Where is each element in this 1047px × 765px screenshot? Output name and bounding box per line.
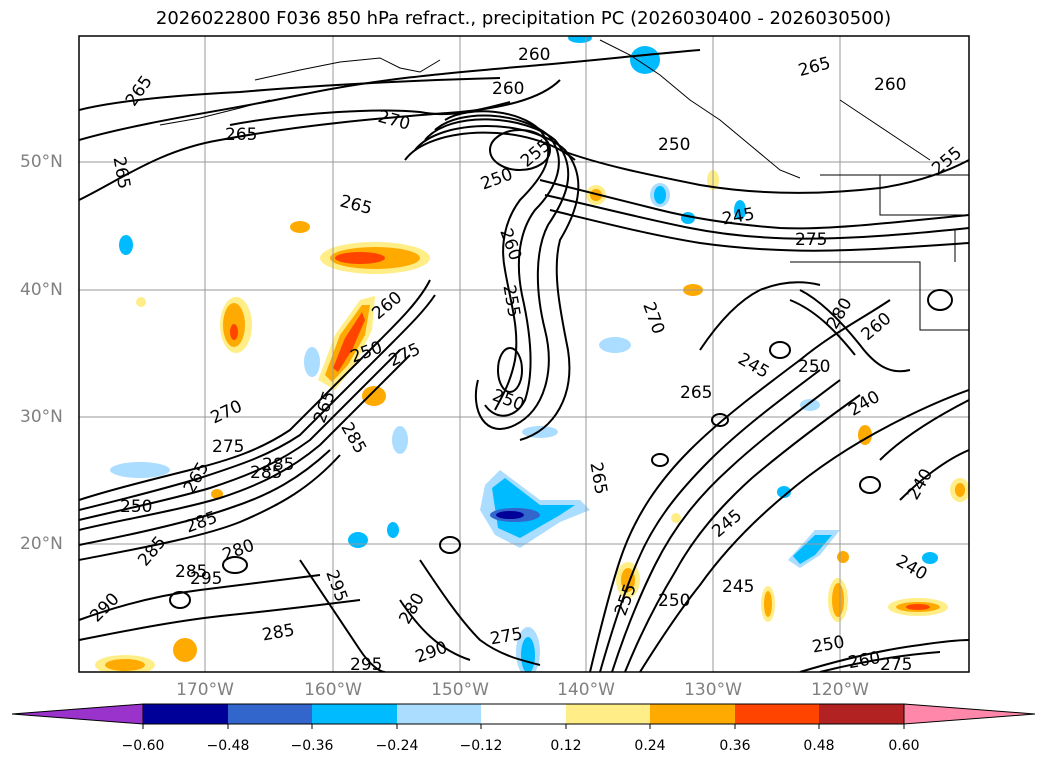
colorbar-tick-label: 0.60 [888,738,920,754]
colorbar-extend-high [903,703,1036,725]
colorbar-tick-label: −0.60 [121,738,165,754]
contour-label: 265 [680,383,712,403]
contour-label: 295 [190,569,222,589]
colorbar-tick-label: 0.24 [634,738,666,754]
precip-shading [95,36,969,672]
colorbar-tick-label: 0.36 [719,738,751,754]
contour-label: 295 [350,655,382,675]
contour-label: 260 [518,45,550,65]
contour-label: 260 [847,648,882,673]
colorbar-extend-low [11,703,144,725]
colorbar-bin [735,704,819,724]
contour-label: 285 [262,455,294,475]
lon-label-150w: 150°W [431,680,489,700]
lat-label-40n: 40°N [20,280,63,300]
contour-label: 280 [823,295,857,333]
contour-label: 265 [122,72,157,110]
contour-label: 260 [858,309,896,345]
lat-label-30n: 30°N [20,407,63,427]
contour-label: 250 [811,632,846,657]
colorbar-bin [819,704,904,724]
contour-label: 250 [120,497,152,517]
contour-label: 250 [798,357,830,377]
contour-label: 245 [722,577,754,597]
lat-label-50n: 50°N [20,152,63,172]
map-title: 2026022800 F036 850 hPa refract., precip… [155,8,892,29]
contour-label: 245 [734,349,772,383]
contour-label: 255 [928,143,966,179]
colorbar-bin [312,704,397,724]
colorbar-bin [566,704,650,724]
colorbar-tick-label: −0.12 [459,738,503,754]
colorbar [11,703,1036,729]
contour-label: 285 [261,620,296,645]
graticule [79,36,969,672]
contour-label: 255 [498,283,523,318]
colorbar-bin [397,704,481,724]
contour-label: 285 [175,562,207,582]
contour-label: 265 [310,389,340,426]
contour-label: 270 [208,396,246,428]
contour-label: 265 [585,461,610,496]
contour-label: 290 [86,589,123,626]
contour-label: 260 [874,75,906,95]
colorbar-bin [650,704,735,724]
contour-label: 285 [250,463,282,483]
contour-label: 260 [495,226,525,263]
contour-label: 255 [517,135,555,171]
contour-label: 260 [492,79,524,99]
lat-label-20n: 20°N [20,534,63,554]
lon-label-160w: 160°W [304,680,362,700]
contour-label: 250 [658,591,690,611]
colorbar-tick-label: −0.48 [206,738,250,754]
contour-label: 250 [489,385,526,415]
contour-label: 265 [109,155,134,190]
colorbar-tick-label: −0.36 [290,738,334,754]
refractivity-contours [79,49,969,672]
contour-label: 280 [395,590,429,628]
contour-label: 250 [478,165,515,195]
colorbar-tick-label: 0.48 [803,738,835,754]
contour-label: 275 [880,655,912,675]
contour-label: 275 [212,437,244,457]
lon-label-120w: 120°W [811,680,869,700]
contour-label: 275 [795,230,827,250]
colorbar-bin [481,704,566,724]
contour-label: 255 [611,581,641,618]
contour-label: 285 [183,508,220,538]
coastlines [159,39,969,331]
colorbar-bin [228,704,312,724]
colorbar-tick-label: 0.12 [550,738,582,754]
contour-label: 240 [845,387,883,421]
contour-label: 280 [220,536,257,566]
plot-frame [78,35,970,673]
contour-label: 265 [225,125,257,145]
lon-label-140w: 140°W [557,680,615,700]
contour-label: 265 [796,53,833,81]
colorbar-tick-label: −0.24 [375,738,419,754]
contour-label: 265 [338,191,375,219]
contour-label: 270 [638,300,668,337]
contour-label: 290 [413,638,450,668]
colorbar-bin [143,704,228,724]
lon-label-130w: 130°W [684,680,742,700]
contour-label: 250 [658,135,690,155]
lon-label-170w: 170°W [176,680,234,700]
contour-label: 285 [134,533,170,571]
